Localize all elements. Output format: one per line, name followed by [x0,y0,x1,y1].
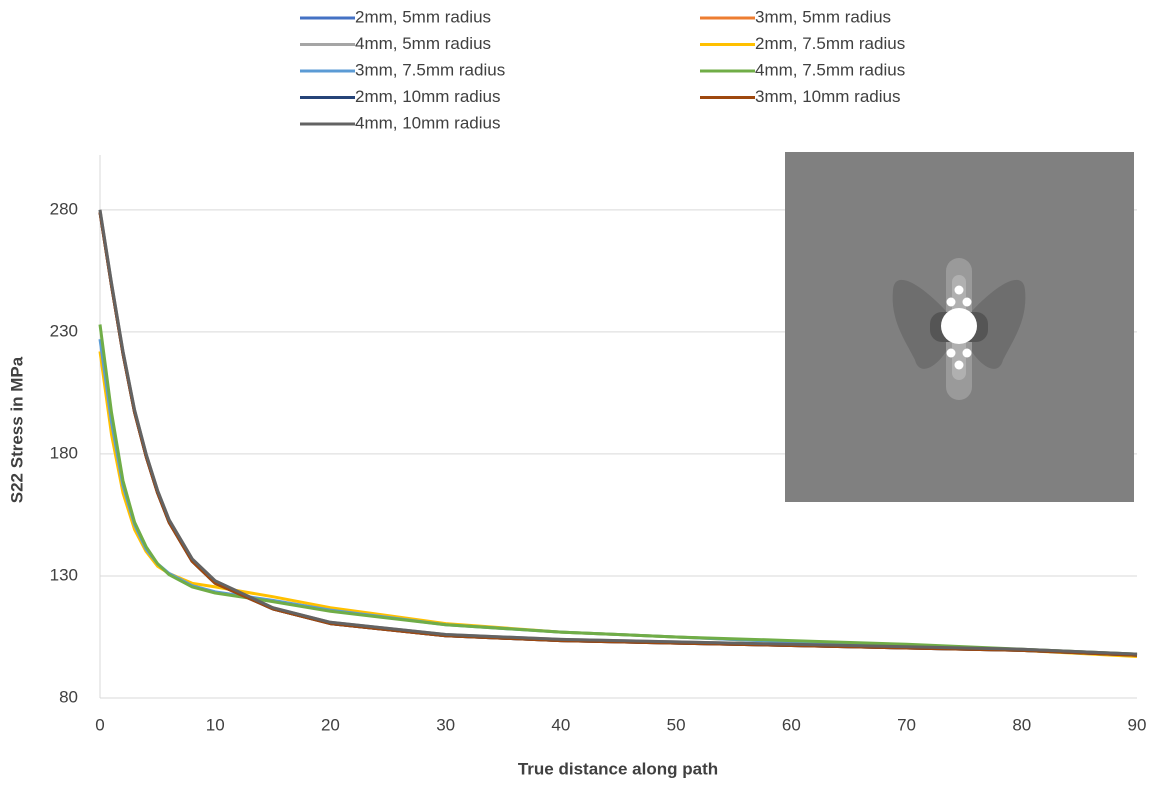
legend-label: 2mm, 7.5mm radius [755,34,905,53]
x-tick-label: 50 [667,715,686,734]
legend-label: 3mm, 10mm radius [755,87,900,106]
x-tick-label: 70 [897,715,916,734]
x-tick-label: 40 [551,715,570,734]
legend-label: 4mm, 7.5mm radius [755,60,905,79]
y-tick-label: 230 [50,321,78,340]
legend-label: 2mm, 10mm radius [355,87,500,106]
x-tick-label: 20 [321,715,340,734]
x-axis-title: True distance along path [518,759,718,778]
x-tick-label: 30 [436,715,455,734]
y-tick-label: 130 [50,565,78,584]
legend-label: 3mm, 5mm radius [755,7,891,26]
x-tick-label: 10 [206,715,225,734]
legend-label: 4mm, 10mm radius [355,113,500,132]
y-axis-title: S22 Stress in MPa [7,356,26,503]
x-tick-label: 80 [1012,715,1031,734]
x-tick-label: 60 [782,715,801,734]
chart: True distance along path S22 Stress in M… [0,0,1159,787]
x-tick-label: 0 [95,715,104,734]
x-tick-label: 90 [1128,715,1147,734]
inset-image [785,152,1134,502]
y-tick-label: 280 [50,199,78,218]
legend-label: 4mm, 5mm radius [355,34,491,53]
y-tick-label: 80 [59,687,78,706]
legend-label: 3mm, 7.5mm radius [355,60,505,79]
legend-label: 2mm, 5mm radius [355,7,491,26]
y-tick-label: 180 [50,443,78,462]
